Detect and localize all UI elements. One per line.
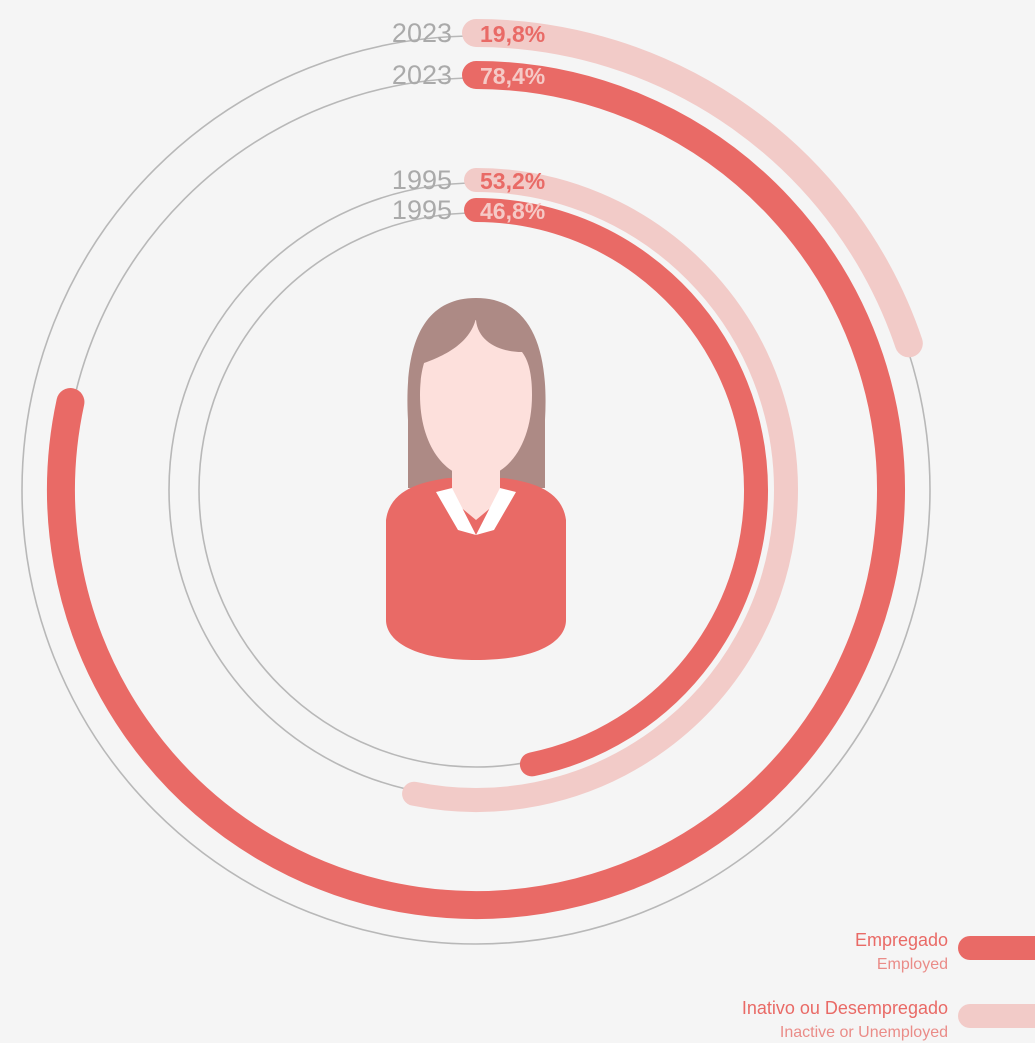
- page: 2023 19,8% 2023 78,4% 1995 53,2% 1995 46,8% Emp…: [0, 0, 1035, 1043]
- legend-name: Inativo ou Desempregado: [742, 998, 948, 1018]
- value-label: 53,2%: [480, 168, 545, 194]
- value-label: 19,8%: [480, 21, 545, 47]
- year-label: 2023: [392, 60, 452, 90]
- legend-subtitle: Employed: [877, 956, 948, 973]
- woman-icon: [386, 298, 566, 660]
- value-label: 46,8%: [480, 198, 545, 224]
- value-label: 78,4%: [480, 63, 545, 89]
- legend-swatch: [958, 936, 1035, 960]
- year-label: 1995: [392, 165, 452, 195]
- legend-subtitle: Inactive or Unemployed: [780, 1024, 948, 1041]
- legend-name: Empregado: [855, 930, 948, 950]
- year-label: 2023: [392, 18, 452, 48]
- legend-swatch: [958, 1004, 1035, 1028]
- year-label: 1995: [392, 195, 452, 225]
- chart: 2023 19,8% 2023 78,4% 1995 53,2% 1995 46,8% Emp…: [0, 0, 1035, 1043]
